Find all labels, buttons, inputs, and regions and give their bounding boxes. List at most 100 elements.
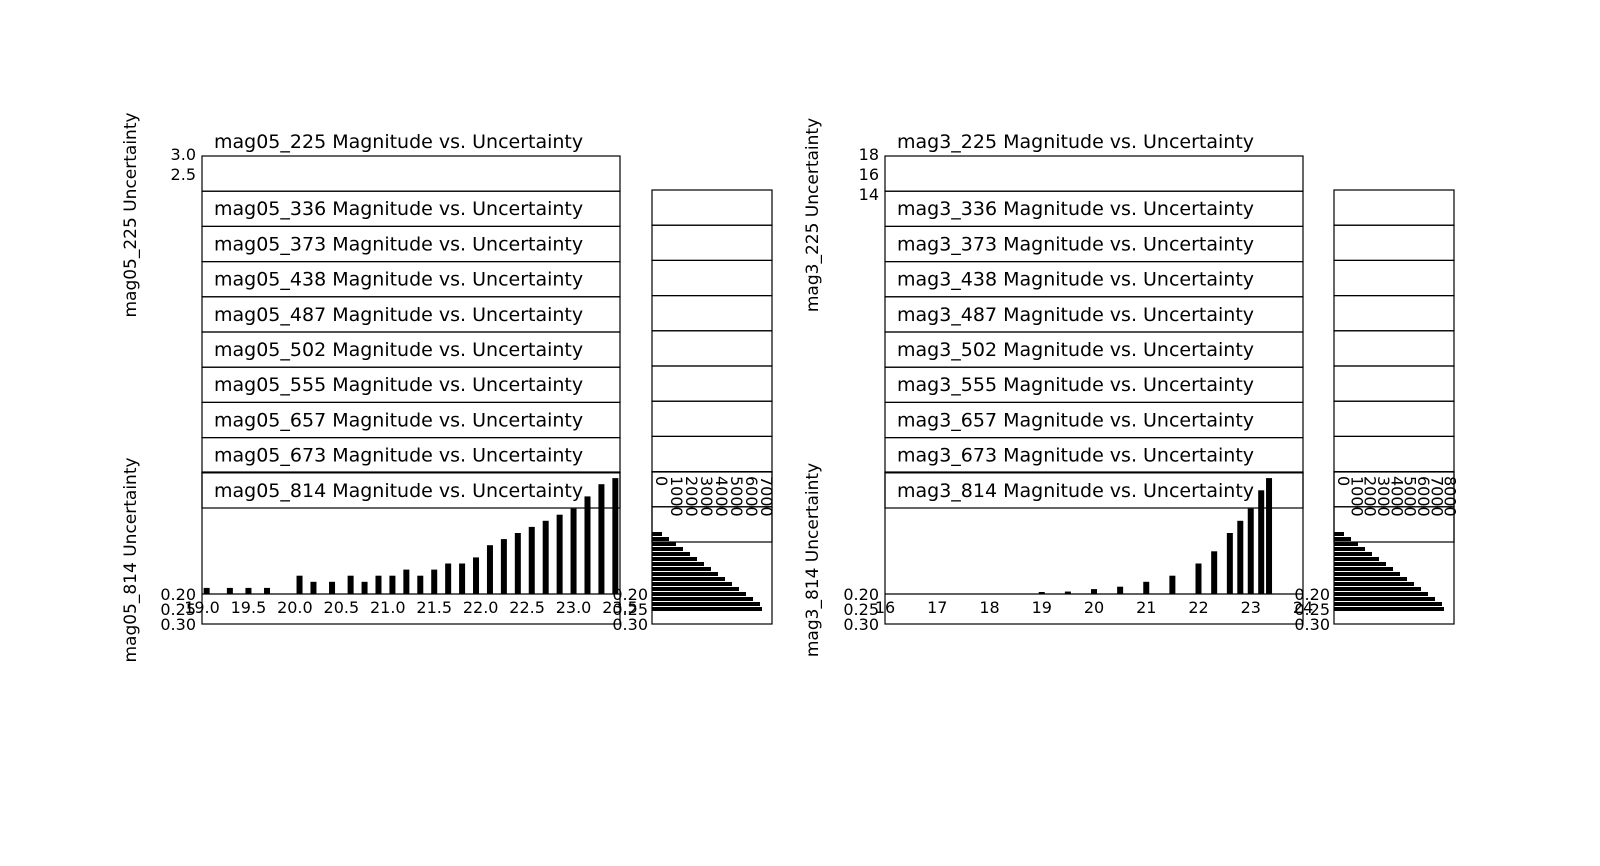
data-bar bbox=[459, 563, 466, 594]
data-bar bbox=[1091, 589, 1097, 594]
data-bar bbox=[1195, 563, 1202, 594]
ytick-label: 0.20 bbox=[160, 585, 196, 604]
data-bar bbox=[296, 575, 303, 594]
ytick-label: 0.25 bbox=[160, 600, 196, 619]
hist-bar bbox=[1334, 582, 1414, 586]
hist-xtick-label: 2000 bbox=[1361, 476, 1380, 517]
xtick-label: 19.5 bbox=[231, 598, 267, 617]
hist-bar bbox=[652, 547, 683, 551]
ylabel-top: mag05_225 Uncertainty bbox=[121, 112, 141, 317]
panel-title: mag3_487 Magnitude vs. Uncertainty bbox=[897, 304, 1254, 326]
panel-title: mag3_336 Magnitude vs. Uncertainty bbox=[897, 198, 1254, 220]
xtick-label: 20.0 bbox=[277, 598, 313, 617]
data-bar bbox=[612, 478, 619, 594]
panel-title: mag3_673 Magnitude vs. Uncertainty bbox=[897, 445, 1254, 467]
panel-title: mag3_814 Magnitude vs. Uncertainty bbox=[897, 480, 1254, 502]
hist-bar bbox=[652, 602, 760, 606]
side-hist-panel bbox=[651, 189, 773, 226]
xtick-label: 22 bbox=[1188, 598, 1208, 617]
side-hist-panel bbox=[1333, 330, 1455, 367]
side-hist-panel bbox=[651, 365, 773, 402]
hist-bar bbox=[652, 582, 732, 586]
data-bar bbox=[1266, 478, 1273, 594]
xtick-label: 20.5 bbox=[324, 598, 360, 617]
hist-xtick-label: 0 bbox=[1334, 476, 1353, 486]
hist-bar bbox=[652, 537, 669, 541]
ytick-label-top: 16 bbox=[859, 165, 879, 184]
hist-bar bbox=[1334, 532, 1344, 536]
hist-bar bbox=[1334, 597, 1435, 601]
hist-xtick-label: 5000 bbox=[727, 476, 746, 517]
data-bar bbox=[1169, 575, 1176, 594]
panel-title: mag05_336 Magnitude vs. Uncertainty bbox=[214, 198, 583, 220]
ylabel-main: mag3_814 Uncertainty bbox=[803, 463, 823, 657]
xtick-label: 21.5 bbox=[416, 598, 452, 617]
data-bar bbox=[1211, 551, 1218, 594]
panel-title: mag05_555 Magnitude vs. Uncertainty bbox=[214, 374, 583, 396]
data-bar bbox=[403, 569, 410, 594]
hist-bar bbox=[1334, 542, 1358, 546]
panel-title: mag05_673 Magnitude vs. Uncertainty bbox=[214, 445, 583, 467]
xtick-label: 23 bbox=[1241, 598, 1261, 617]
xtick-label: 21 bbox=[1136, 598, 1156, 617]
hist-bar bbox=[1334, 567, 1393, 571]
stack-panel bbox=[201, 155, 621, 192]
hist-xtick-label: 3000 bbox=[697, 476, 716, 517]
ylabel-top: mag3_225 Uncertainty bbox=[803, 118, 823, 312]
side-hist-panel bbox=[651, 435, 773, 473]
xtick-label: 21.0 bbox=[370, 598, 406, 617]
xtick-label: 19.0 bbox=[184, 598, 220, 617]
data-bar bbox=[598, 484, 605, 594]
hist-ytick-label: 0.25 bbox=[1294, 600, 1330, 619]
ytick-label-top: 2.5 bbox=[171, 165, 196, 184]
data-bar bbox=[1237, 520, 1244, 594]
hist-xtick-label: 1000 bbox=[1347, 476, 1366, 517]
data-bar bbox=[1247, 508, 1254, 594]
hist-bar bbox=[652, 587, 739, 591]
side-hist-panel bbox=[651, 295, 773, 332]
data-bar bbox=[431, 569, 438, 594]
data-bar bbox=[347, 575, 354, 594]
hist-xtick-label: 0 bbox=[652, 476, 671, 486]
hist-ytick-label: 0.25 bbox=[612, 600, 648, 619]
side-hist-panel bbox=[1333, 295, 1455, 332]
data-bar bbox=[1117, 586, 1124, 594]
side-hist-panel bbox=[1333, 365, 1455, 402]
hist-bar bbox=[1334, 537, 1351, 541]
panel-title: mag05_438 Magnitude vs. Uncertainty bbox=[214, 269, 583, 291]
data-bar bbox=[584, 496, 591, 594]
xtick-label: 20 bbox=[1084, 598, 1104, 617]
hist-bar bbox=[652, 577, 725, 581]
hist-bar bbox=[1334, 607, 1444, 611]
hist-ytick-label: 0.30 bbox=[1294, 615, 1330, 634]
xtick-label: 18 bbox=[979, 598, 999, 617]
hist-ytick-label: 0.30 bbox=[612, 615, 648, 634]
data-bar bbox=[473, 557, 480, 594]
ytick-label: 0.25 bbox=[843, 600, 879, 619]
data-bar bbox=[1143, 581, 1150, 594]
hist-xtick-label: 2000 bbox=[682, 476, 701, 517]
hist-bar bbox=[1334, 577, 1407, 581]
stack-panel bbox=[884, 155, 1304, 192]
xtick-label: 19 bbox=[1032, 598, 1052, 617]
hist-bar bbox=[1334, 562, 1386, 566]
data-bar bbox=[203, 587, 210, 594]
hist-bar bbox=[652, 532, 662, 536]
panel-title: mag3_657 Magnitude vs. Uncertainty bbox=[897, 409, 1254, 431]
side-hist-panel bbox=[651, 224, 773, 261]
hist-xtick-label: 5000 bbox=[1401, 476, 1420, 517]
data-bar bbox=[1258, 490, 1265, 594]
hist-bar bbox=[1334, 557, 1379, 561]
data-bar bbox=[528, 526, 535, 594]
hist-xtick-label: 6000 bbox=[742, 476, 761, 517]
hist-bar bbox=[652, 552, 690, 556]
hist-xtick-label: 1000 bbox=[667, 476, 686, 517]
hist-bar bbox=[652, 562, 704, 566]
xtick-label: 23.0 bbox=[556, 598, 592, 617]
hist-xtick-label: 4000 bbox=[712, 476, 731, 517]
data-bar bbox=[245, 587, 252, 594]
data-bar bbox=[417, 575, 424, 594]
hist-xtick-label: 3000 bbox=[1374, 476, 1393, 517]
hist-bar bbox=[652, 597, 753, 601]
